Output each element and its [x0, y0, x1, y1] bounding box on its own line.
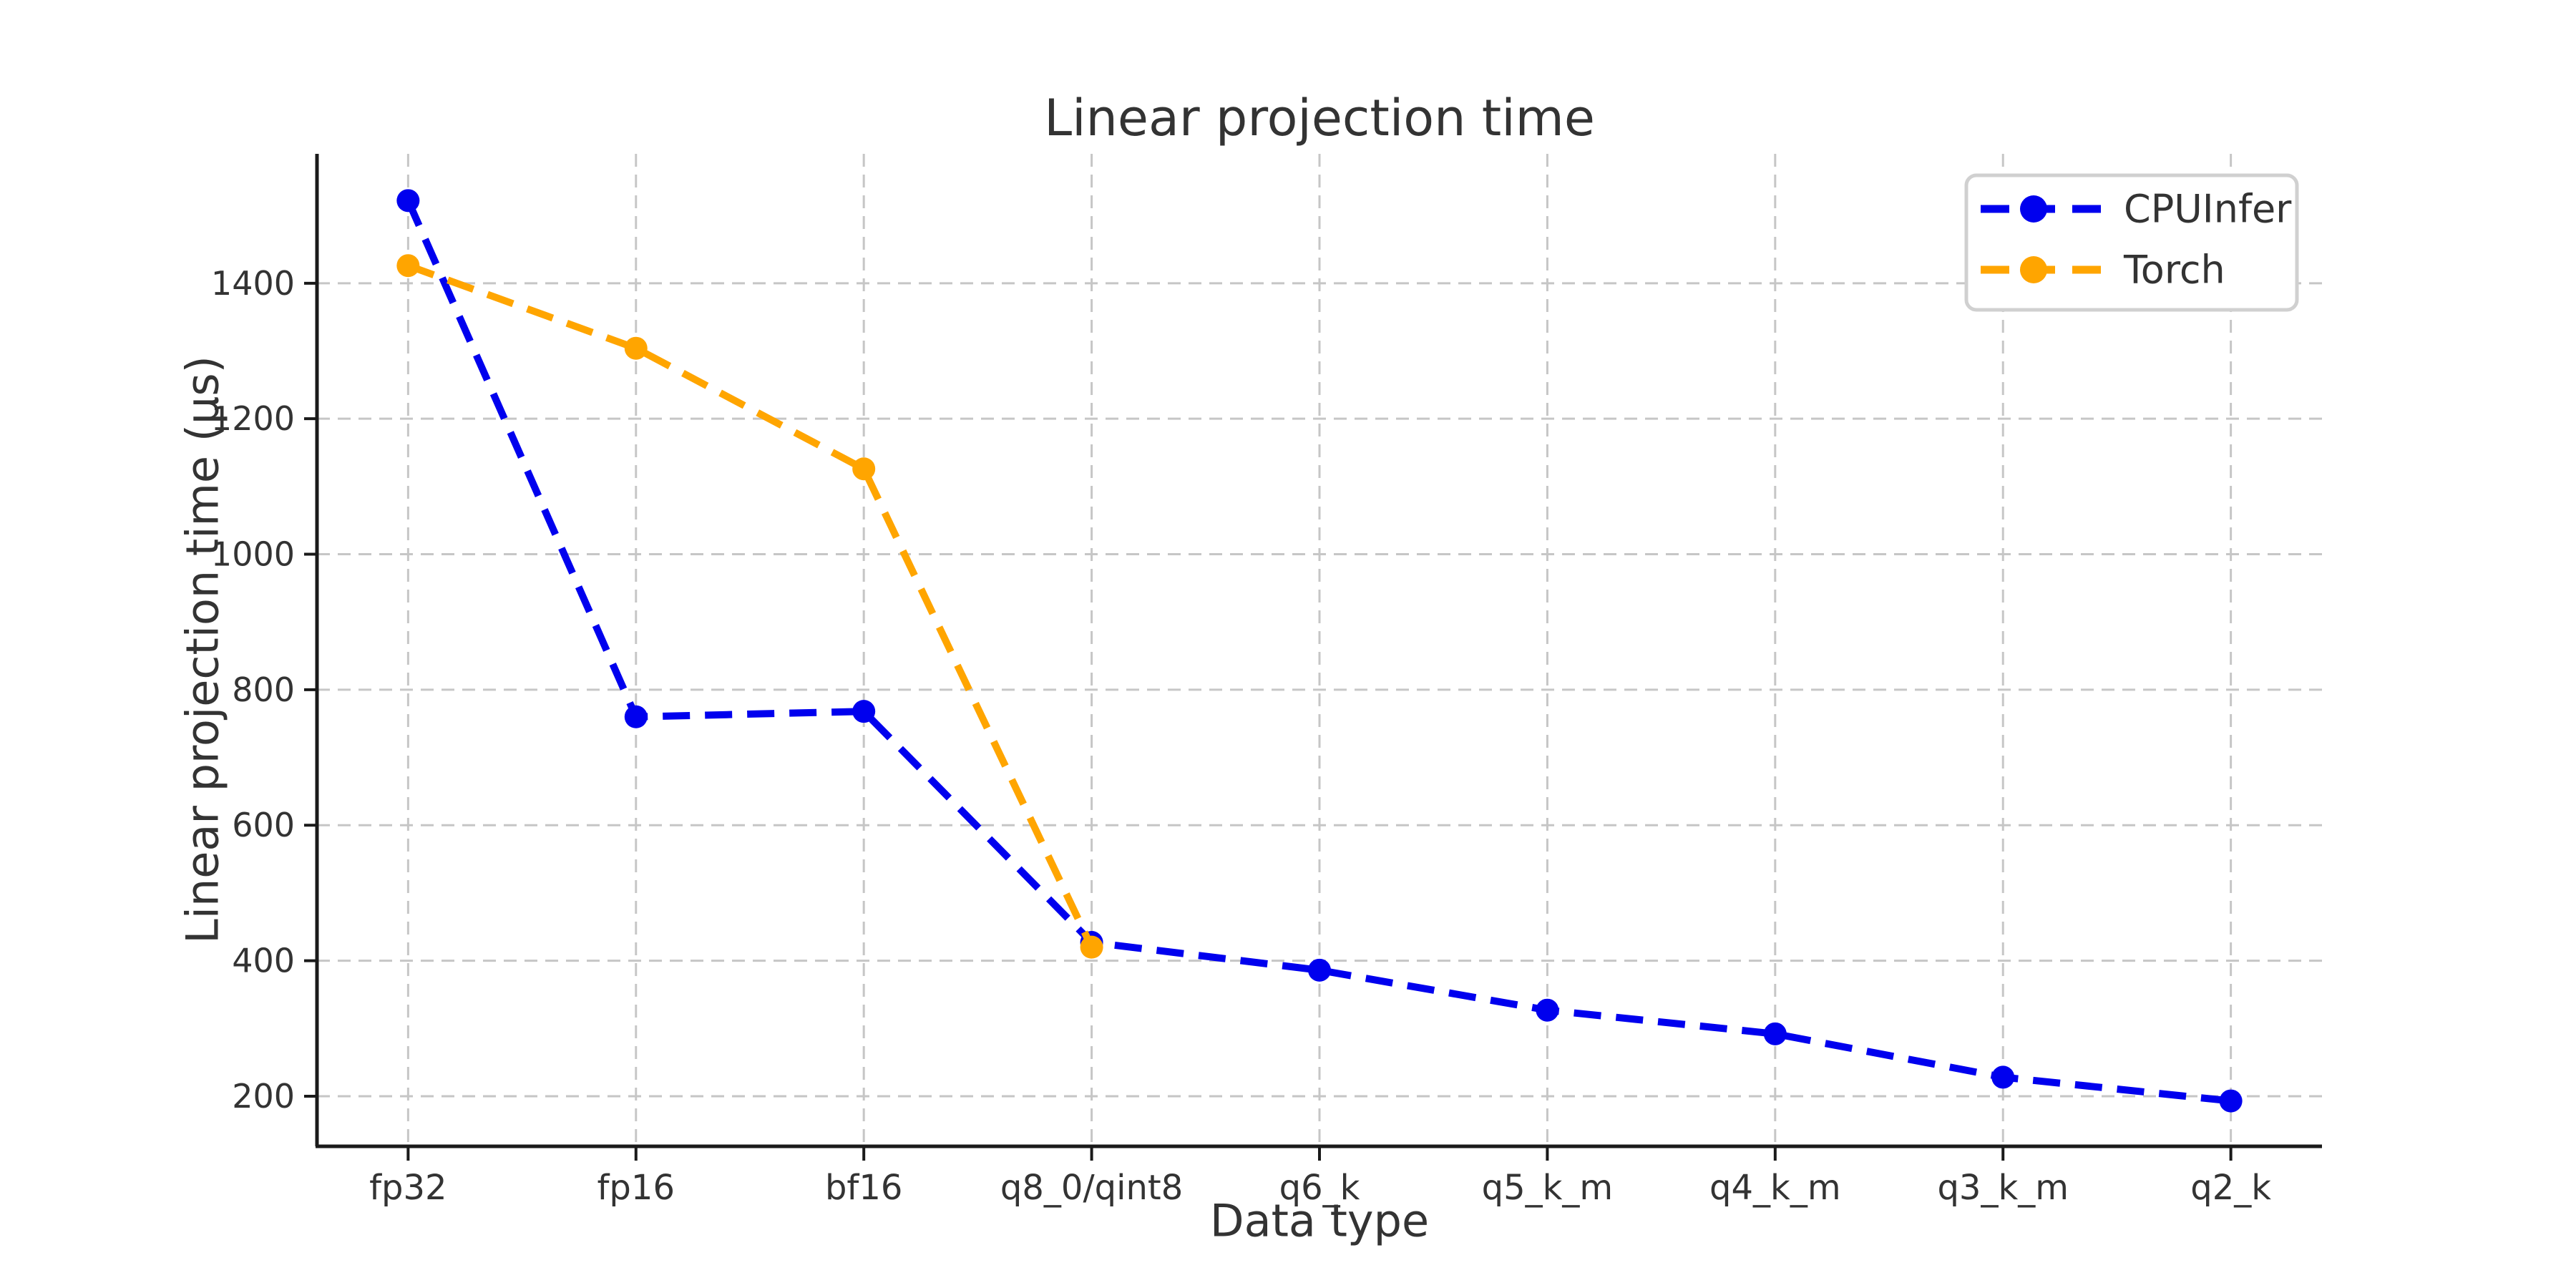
data-point-cpuinfer — [1763, 1022, 1787, 1045]
data-point-cpuinfer — [852, 700, 876, 723]
data-point-torch — [1080, 935, 1103, 959]
y-tick-label: 1000 — [211, 535, 295, 574]
x-tick-label: bf16 — [825, 1168, 902, 1208]
data-point-torch — [396, 254, 420, 278]
data-point-cpuinfer — [1308, 958, 1331, 982]
y-tick-label: 1200 — [211, 399, 295, 438]
x-axis-label: Data type — [1209, 1194, 1430, 1247]
x-tick-label: q5_k_m — [1482, 1168, 1614, 1208]
x-tick-label: fp32 — [369, 1168, 447, 1208]
data-point-torch — [624, 336, 648, 360]
legend-box — [1964, 173, 2299, 312]
data-point-cpuinfer — [1536, 998, 1559, 1022]
legend-entry-cpuinfer: CPUInfer — [2124, 186, 2292, 232]
data-point-cpuinfer — [396, 189, 420, 213]
data-point-cpuinfer — [624, 705, 648, 728]
x-tick-label: q8_0/qint8 — [1000, 1168, 1183, 1208]
y-tick-label: 600 — [232, 806, 295, 844]
data-point-cpuinfer — [1991, 1065, 2015, 1089]
data-series — [396, 189, 2243, 1113]
axes-spines-and-ticks: 200 400 600 800 1000 1200 1400 fp32 fp16 bf16 q8_0… — [211, 154, 2322, 1208]
legend-entry-torch: Torch — [2124, 247, 2225, 293]
legend-sample-marker — [2020, 256, 2047, 283]
y-tick-label: 200 — [232, 1077, 295, 1116]
data-point-torch — [852, 457, 876, 481]
y-axis-label: Linear projection time (μs) — [176, 356, 229, 944]
x-tick-label: fp16 — [597, 1168, 675, 1208]
y-tick-label: 400 — [232, 942, 295, 980]
x-tick-label: q3_k_m — [1937, 1168, 2069, 1208]
x-tick-label: q6_k — [1279, 1168, 1360, 1208]
data-point-cpuinfer — [2219, 1089, 2243, 1113]
gridlines — [317, 154, 2322, 1146]
series-line-cpuinfer — [404, 199, 2232, 1105]
y-tick-label: 1400 — [211, 264, 295, 303]
y-tick-label: 800 — [232, 670, 295, 709]
x-tick-label: q4_k_m — [1709, 1168, 1841, 1208]
x-tick-label: q2_k — [2190, 1168, 2271, 1208]
legend-sample-marker — [2020, 195, 2047, 223]
series-line-torch — [406, 262, 1096, 949]
chart-title: Linear projection time — [1044, 89, 1595, 147]
